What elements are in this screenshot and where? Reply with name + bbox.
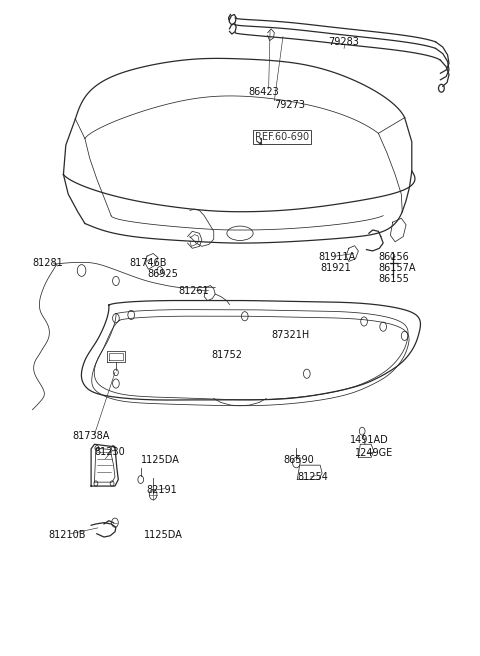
- Text: 86423: 86423: [249, 87, 279, 96]
- Text: 86156: 86156: [378, 253, 409, 262]
- Text: 79273: 79273: [275, 100, 305, 110]
- Text: 81746B: 81746B: [129, 258, 167, 268]
- Text: 86155: 86155: [378, 274, 409, 284]
- Text: 81738A: 81738A: [72, 431, 109, 441]
- Text: 87321H: 87321H: [271, 329, 309, 340]
- Text: 81752: 81752: [211, 350, 242, 360]
- Text: REF.60-690: REF.60-690: [255, 133, 310, 142]
- Text: 1249GE: 1249GE: [355, 449, 393, 459]
- Text: 1491AD: 1491AD: [350, 436, 388, 445]
- Text: 81261: 81261: [178, 287, 209, 297]
- Text: 81254: 81254: [297, 472, 328, 482]
- Text: 79283: 79283: [328, 37, 359, 47]
- Text: 82191: 82191: [146, 485, 177, 495]
- Text: 86157A: 86157A: [378, 263, 416, 273]
- Text: 81921: 81921: [320, 263, 351, 273]
- Text: 81281: 81281: [33, 258, 63, 268]
- Text: 81911A: 81911A: [319, 253, 356, 262]
- Text: 81230: 81230: [95, 447, 125, 457]
- Text: 86590: 86590: [283, 455, 314, 465]
- Text: 81210B: 81210B: [48, 530, 85, 540]
- Text: 1125DA: 1125DA: [144, 530, 182, 540]
- Text: 86925: 86925: [147, 270, 178, 279]
- Text: 1125DA: 1125DA: [141, 455, 180, 465]
